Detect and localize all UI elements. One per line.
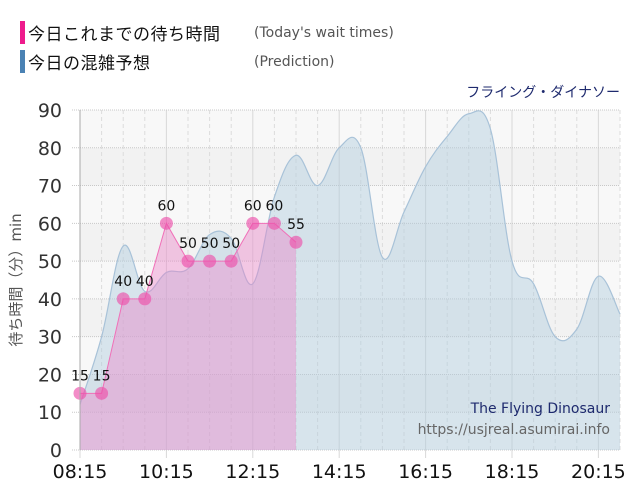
y-tick-label: 30: [38, 327, 62, 349]
today-data-point: [267, 216, 281, 230]
y-tick-label: 40: [38, 289, 62, 311]
today-data-point: [95, 386, 109, 400]
today-data-point: [203, 254, 217, 268]
legend-swatch-prediction: [20, 50, 25, 73]
data-label: 15: [93, 368, 111, 384]
watermark-url: https://usjreal.asumirai.info: [417, 422, 610, 438]
plot-background: [80, 110, 620, 450]
data-label: 50: [179, 236, 197, 252]
y-tick-label: 80: [38, 138, 62, 160]
legend-item-prediction: 今日の混雑予想 (Prediction): [20, 47, 394, 76]
legend-label-jp: 今日の混雑予想: [28, 54, 151, 74]
plot-band: [80, 298, 620, 337]
today-data-point: [116, 292, 130, 306]
y-tick-label: 50: [38, 251, 62, 273]
y-tick-label: 0: [50, 440, 62, 462]
y-axis-title: 待ち時間（分）min: [7, 213, 25, 346]
plot-band: [80, 147, 620, 186]
prediction-area: [80, 110, 620, 450]
legend-label-en: (Today's wait times): [254, 24, 394, 41]
plot-band: [80, 185, 620, 224]
x-tick-label: 16:15: [398, 461, 453, 483]
legend-label-jp: 今日これまでの待ち時間: [28, 25, 221, 45]
legend-label-en: (Prediction): [254, 53, 335, 70]
prediction-line: [79, 110, 621, 405]
legend-item-today: 今日これまでの待ち時間 (Today's wait times): [20, 18, 394, 47]
data-label: 55: [287, 217, 305, 233]
y-tick-label: 60: [38, 213, 62, 235]
today-data-point: [289, 235, 303, 249]
today-data-point: [224, 254, 238, 268]
y-tick-label: 20: [38, 364, 62, 386]
data-label: 60: [157, 198, 175, 214]
x-tick-label: 20:15: [571, 461, 626, 483]
data-label: 60: [265, 198, 283, 214]
axes: 0 10 20 30 40 50 60 70 80 90 08:15 10:15 12:15 14:15 1…: [7, 100, 626, 483]
x-tick-label: 12:15: [225, 461, 280, 483]
legend: 今日これまでの待ち時間 (Today's wait times) 今日の混雑予想…: [20, 18, 394, 76]
x-tick-label: 14:15: [312, 461, 367, 483]
x-tick-label: 10:15: [139, 461, 194, 483]
plot-band: [80, 110, 620, 148]
watermark-title: The Flying Dinosaur: [470, 401, 610, 417]
y-tick-label: 10: [38, 402, 62, 424]
data-label: 60: [244, 198, 262, 214]
data-label: 50: [201, 236, 219, 252]
today-data-point: [159, 216, 173, 230]
prediction-series: [79, 110, 621, 450]
x-tick-label: 18:15: [485, 461, 540, 483]
ride-name: フライング・ダイナソー: [466, 85, 620, 101]
y-tick-label: 70: [38, 176, 62, 198]
x-tick-label: 08:15: [53, 461, 108, 483]
data-label: 40: [114, 274, 132, 290]
plot-band: [80, 336, 620, 375]
today-data-point: [246, 216, 260, 230]
plot-band: [80, 412, 620, 450]
data-label: 40: [136, 274, 154, 290]
today-data-point: [181, 254, 195, 268]
y-tick-label: 90: [38, 100, 62, 122]
today-data-point: [138, 292, 152, 306]
plot-band: [80, 374, 620, 413]
today-area: [80, 223, 296, 450]
legend-swatch-today: [20, 21, 25, 44]
data-label: 50: [222, 236, 240, 252]
